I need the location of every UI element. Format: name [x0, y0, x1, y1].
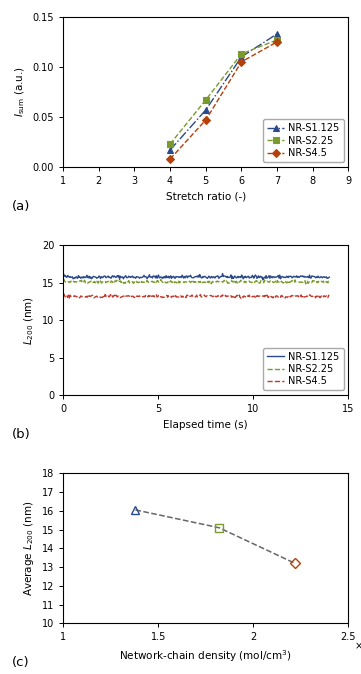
NR-S4.5: [204, 116, 208, 124]
NR-S2.25: [218, 278, 222, 286]
NR-S2.25: [184, 278, 188, 286]
NR-S4.5: [324, 292, 329, 300]
NR-S1.125: [324, 273, 329, 281]
NR-S2.25: [287, 280, 291, 288]
Legend: NR-S1.125, NR-S2.25, NR-S4.5: NR-S1.125, NR-S2.25, NR-S4.5: [263, 119, 344, 162]
Y-axis label: Average $L_{200}$ (nm): Average $L_{200}$ (nm): [22, 501, 36, 596]
NR-S4.5: [275, 38, 279, 46]
NR-S4.5: [132, 293, 136, 301]
Text: $\times 10^{-4}$: $\times 10^{-4}$: [354, 638, 361, 652]
Line: NR-S1.125: NR-S1.125: [63, 273, 329, 280]
NR-S1.125: [204, 106, 208, 114]
Legend: NR-S1.125, NR-S2.25, NR-S4.5: NR-S1.125, NR-S2.25, NR-S4.5: [263, 348, 344, 390]
Line: NR-S1.125: NR-S1.125: [167, 30, 280, 154]
X-axis label: Elapsed time (s): Elapsed time (s): [164, 420, 248, 430]
NR-S2.25: [61, 274, 65, 282]
NR-S2.25: [275, 36, 279, 44]
NR-S4.5: [168, 155, 172, 163]
Text: (a): (a): [12, 200, 30, 213]
NR-S1.125: [132, 273, 136, 281]
NR-S4.5: [317, 291, 321, 299]
NR-S2.25: [168, 140, 172, 148]
X-axis label: Stretch ratio (-): Stretch ratio (-): [166, 191, 246, 202]
NR-S2.25: [132, 278, 136, 286]
NR-S1.125: [184, 272, 188, 280]
NR-S1.125: [327, 273, 331, 281]
NR-S2.25: [203, 278, 207, 286]
NR-S2.25: [204, 96, 208, 104]
Y-axis label: $L_{200}$ (nm): $L_{200}$ (nm): [23, 296, 36, 344]
NR-S1.125: [317, 273, 321, 281]
Line: NR-S2.25: NR-S2.25: [167, 36, 280, 148]
Text: (b): (b): [12, 428, 31, 441]
Line: NR-S2.25: NR-S2.25: [63, 278, 329, 284]
NR-S1.125: [61, 269, 65, 277]
NR-S1.125: [168, 146, 172, 154]
X-axis label: Network-chain density (mol/cm$^3$): Network-chain density (mol/cm$^3$): [119, 648, 292, 664]
Line: NR-S4.5: NR-S4.5: [168, 39, 280, 162]
NR-S1.125: [218, 272, 222, 280]
NR-S4.5: [272, 295, 277, 303]
NR-S4.5: [327, 291, 331, 299]
NR-S4.5: [61, 288, 65, 297]
Line: NR-S4.5: NR-S4.5: [63, 293, 329, 299]
Text: (c): (c): [12, 656, 30, 669]
NR-S2.25: [239, 50, 244, 58]
NR-S2.25: [324, 278, 329, 286]
NR-S2.25: [327, 278, 331, 286]
NR-S4.5: [184, 294, 188, 302]
Y-axis label: $I_{\mathrm{sum}}$ (a.u.): $I_{\mathrm{sum}}$ (a.u.): [13, 67, 27, 117]
NR-S1.125: [239, 53, 244, 61]
NR-S1.125: [261, 276, 265, 284]
NR-S4.5: [239, 58, 244, 66]
NR-S4.5: [203, 292, 207, 300]
NR-S2.25: [317, 277, 321, 285]
NR-S1.125: [275, 30, 279, 38]
NR-S1.125: [203, 272, 207, 280]
NR-S4.5: [218, 293, 222, 301]
